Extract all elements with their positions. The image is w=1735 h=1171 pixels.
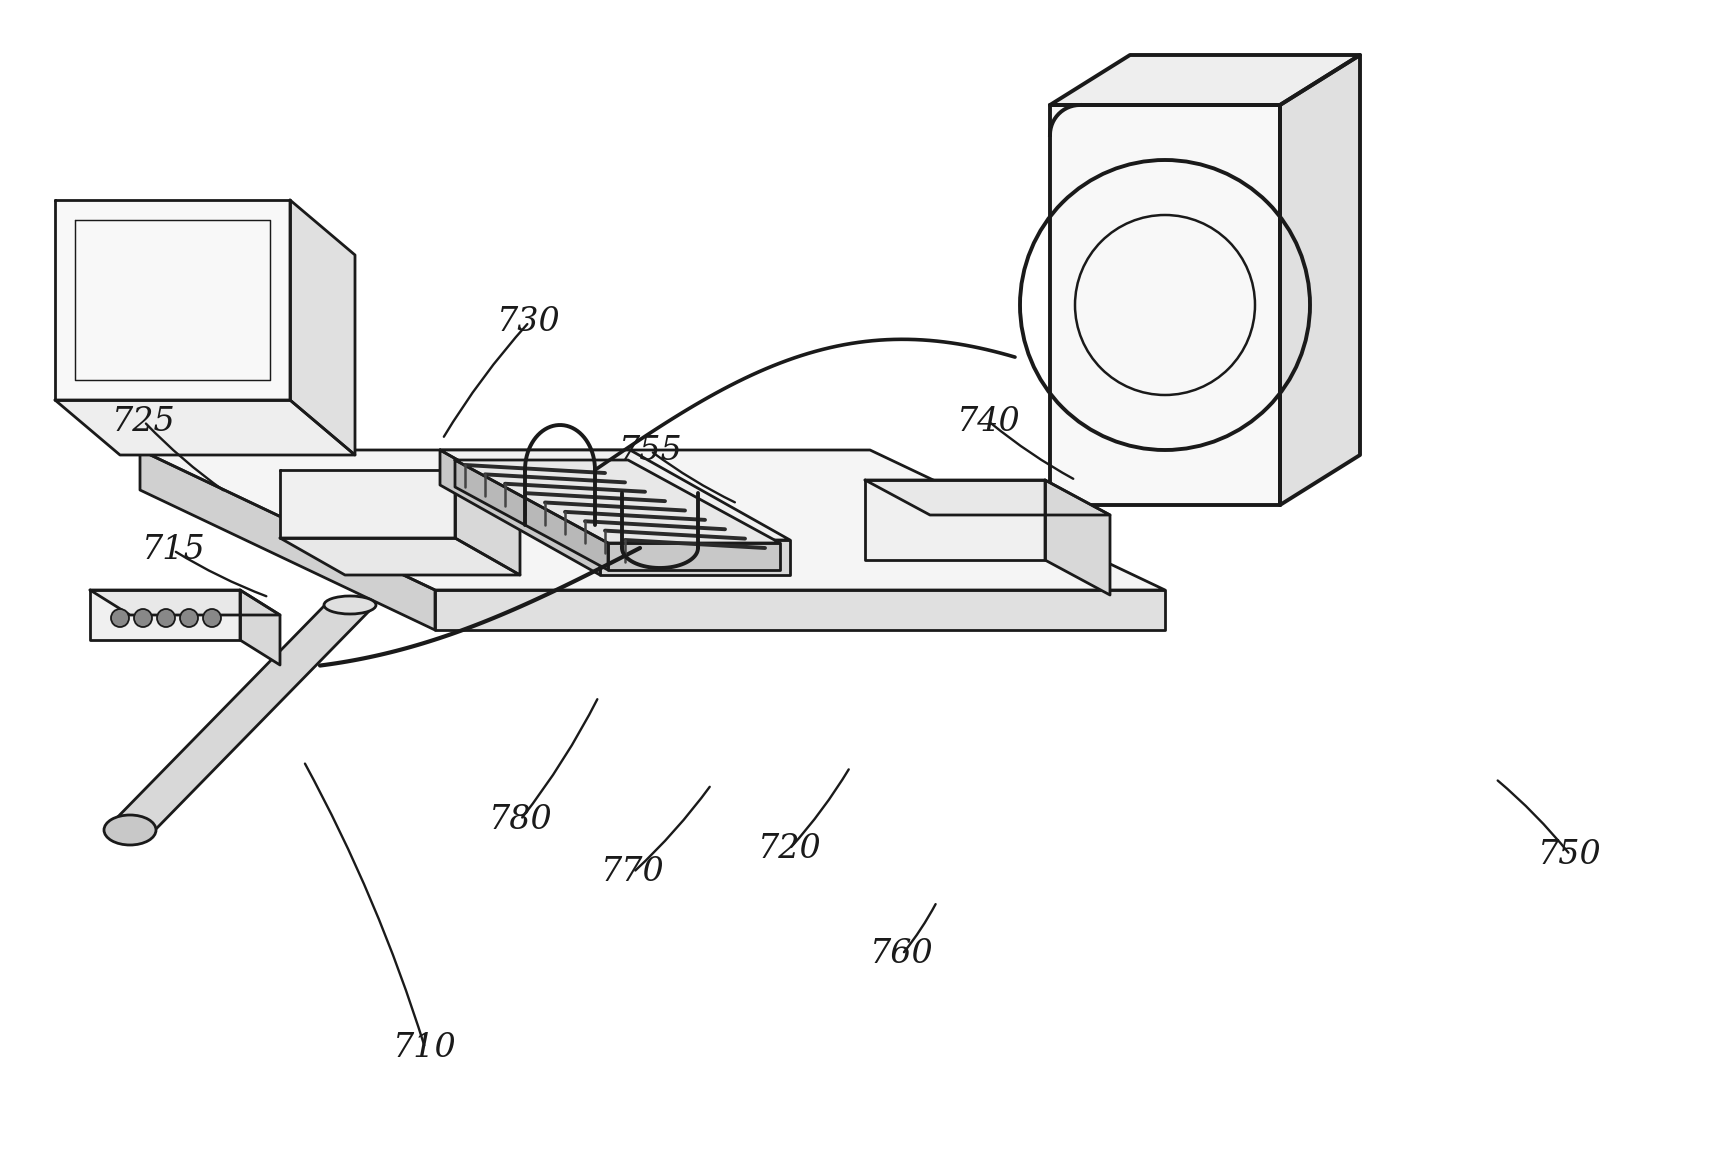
Polygon shape bbox=[141, 450, 435, 630]
Polygon shape bbox=[90, 590, 279, 615]
Text: 755: 755 bbox=[619, 434, 682, 467]
Circle shape bbox=[180, 609, 198, 626]
Polygon shape bbox=[1050, 55, 1360, 105]
Circle shape bbox=[111, 609, 128, 626]
Polygon shape bbox=[435, 590, 1164, 630]
Polygon shape bbox=[1050, 105, 1280, 505]
Text: 720: 720 bbox=[758, 833, 821, 865]
Polygon shape bbox=[600, 540, 789, 575]
Polygon shape bbox=[106, 605, 375, 830]
Polygon shape bbox=[239, 590, 279, 665]
Polygon shape bbox=[455, 470, 520, 575]
Text: 715: 715 bbox=[142, 534, 205, 567]
Text: 710: 710 bbox=[394, 1032, 456, 1064]
Text: 730: 730 bbox=[498, 306, 560, 338]
Polygon shape bbox=[866, 480, 1110, 515]
Polygon shape bbox=[90, 590, 239, 641]
Ellipse shape bbox=[104, 815, 156, 845]
Polygon shape bbox=[56, 200, 290, 400]
Circle shape bbox=[156, 609, 175, 626]
Circle shape bbox=[134, 609, 153, 626]
Text: 725: 725 bbox=[113, 405, 175, 438]
Text: 760: 760 bbox=[871, 938, 933, 971]
Text: 780: 780 bbox=[489, 803, 552, 836]
Polygon shape bbox=[279, 470, 455, 537]
Text: 770: 770 bbox=[602, 856, 665, 889]
Ellipse shape bbox=[324, 596, 376, 614]
Polygon shape bbox=[441, 450, 789, 540]
Text: 740: 740 bbox=[958, 405, 1020, 438]
Circle shape bbox=[203, 609, 220, 626]
Polygon shape bbox=[279, 537, 520, 575]
Polygon shape bbox=[290, 200, 356, 456]
Polygon shape bbox=[441, 450, 600, 575]
Polygon shape bbox=[455, 460, 607, 570]
Polygon shape bbox=[56, 400, 356, 456]
Text: 750: 750 bbox=[1539, 838, 1601, 871]
Polygon shape bbox=[1280, 55, 1360, 505]
Polygon shape bbox=[75, 220, 271, 381]
Polygon shape bbox=[455, 460, 781, 543]
Polygon shape bbox=[607, 543, 781, 570]
Polygon shape bbox=[1044, 480, 1110, 595]
Polygon shape bbox=[141, 450, 1164, 590]
Polygon shape bbox=[866, 480, 1044, 560]
